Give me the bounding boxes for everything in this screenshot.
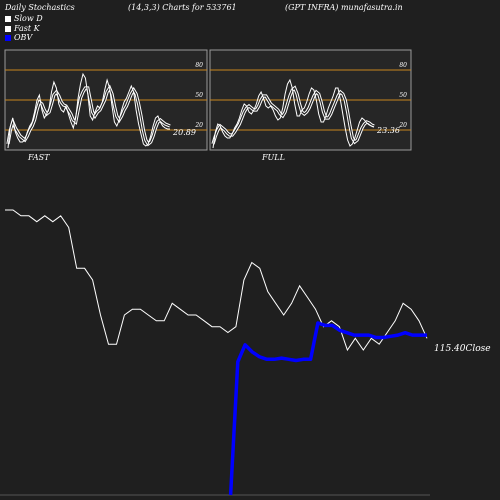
obv-line: [228, 321, 427, 496]
level-label-50: 50: [195, 92, 203, 99]
panel-title-full: FULL: [261, 153, 285, 162]
slow-d-line-fast: [7, 86, 171, 145]
header-left: Daily Stochastics: [5, 3, 75, 12]
legend-item-fast-k: Fast K: [5, 24, 40, 33]
slow-d-line-full: [212, 87, 375, 145]
level-label-20: 20: [398, 122, 407, 129]
close-price-line: [5, 209, 428, 352]
header-center: (14,3,3) Charts for 533761: [128, 3, 237, 12]
close-value-label: 115.40Close: [434, 344, 491, 354]
fast-k-line-fast: [7, 72, 170, 149]
legend-label-fast-k: Fast K: [14, 24, 40, 33]
panel-fast: 20 50 80 20.89 FAST: [4, 49, 208, 162]
legend-swatch-fast-k: [5, 25, 11, 32]
level-label-50: 50: [399, 92, 407, 99]
legend-item-slow-d: Slow D: [5, 14, 43, 23]
level-label-80: 80: [399, 62, 407, 69]
legend-swatch-obv: [5, 34, 11, 41]
legend-item-obv: OBV: [5, 33, 32, 42]
legend-label-obv: OBV: [14, 33, 33, 42]
last-value-label-full: 23.36: [376, 126, 400, 135]
legend-label-slow-d: Slow D: [14, 14, 43, 23]
panel-title-fast: FAST: [27, 153, 50, 162]
legend-swatch-slow-d: [5, 15, 11, 22]
panel-full: 20 50 80 23.36 FULL: [209, 49, 412, 162]
last-value-label-fast: 20.89: [172, 128, 196, 137]
fast-k-line-full: [212, 78, 375, 149]
level-label-80: 80: [195, 62, 203, 69]
header-right: (GPT INFRA) munafasutra.in: [285, 3, 403, 12]
level-label-20: 20: [194, 122, 203, 129]
